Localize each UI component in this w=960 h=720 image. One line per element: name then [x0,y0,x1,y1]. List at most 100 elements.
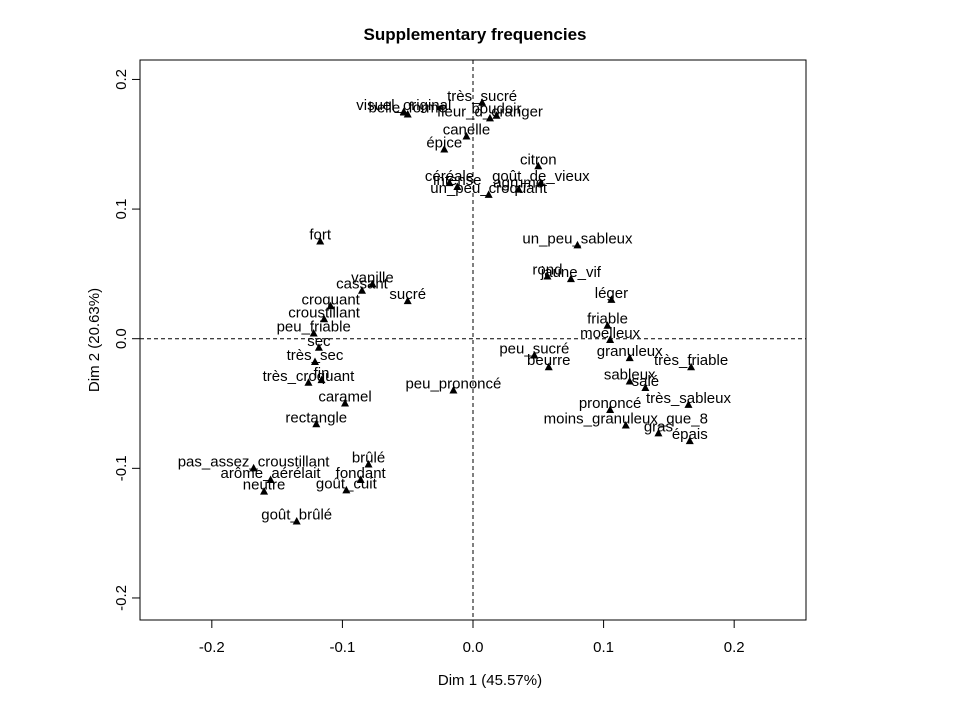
data-point [536,178,545,187]
point-label: peu_sucré [499,341,569,358]
data-point [314,343,323,351]
point-label: neutre [243,477,286,494]
data-point [304,378,313,386]
point-label: rectangle [285,409,347,426]
data-point [544,362,553,371]
data-point [445,178,454,187]
y-axis-label: Dim 2 (20.63%) [86,288,103,392]
point-label: canelle [443,121,491,138]
point-label: épais [672,426,708,443]
point-label: très_sableux [646,390,732,407]
y-axis-ticks: -0.2 -0.1 0.0 0.1 0.2 [113,69,140,611]
point-label: peu_friable [277,319,351,336]
point-label: un_peu_croquant [430,180,548,197]
data-point [543,271,552,280]
data-point [368,279,377,288]
data-point [484,190,493,198]
x-axis-label: Dim 1 (45.57%) [438,672,542,689]
data-point [316,236,325,245]
point-label: gras [644,418,673,435]
point-label: croquant [301,291,360,308]
data-point [573,240,582,249]
point-label: peu_prononcé [405,376,501,393]
point-label: salé [632,373,660,390]
data-point [654,428,663,437]
data-point [312,419,321,428]
x-tick-label: 0.2 [724,639,745,656]
point-label: très_sucré [447,88,517,105]
point-label: céréale [425,168,474,185]
data-point [266,475,275,483]
data-point [625,353,634,362]
data-point [310,357,319,366]
data-point [625,376,634,385]
data-point [684,400,693,408]
data-point [462,131,471,140]
data-point [317,375,326,384]
data-point [364,459,373,468]
data-point [292,516,301,525]
data-point [514,185,523,193]
data-point [606,405,615,413]
point-label: très_friable [654,352,728,369]
point-label: épice [426,134,462,151]
point-label: moins_granuleux_que_8 [544,411,708,428]
x-axis-ticks: -0.2 -0.1 0.0 0.1 0.2 [199,620,745,656]
point-label: fondant [336,465,387,482]
point-label: sec [307,333,331,350]
point-label: visuel_original [356,97,451,114]
x-tick-label: -0.2 [199,639,225,656]
y-tick-label: -0.1 [113,455,130,481]
point-label: croustillant [288,304,361,321]
data-point [358,286,366,294]
point-label: caramel [318,389,371,406]
point-label: brûlé [352,449,385,466]
data-point [685,436,694,445]
point-label: agrume [493,175,544,192]
data-point [320,314,329,323]
data-point [341,399,350,407]
data-point [449,386,458,394]
point-label: friable [587,311,628,328]
y-tick-label: 0.1 [113,199,130,220]
data-point [453,182,462,191]
point-label: fort [309,226,332,243]
reference-lines [140,60,806,620]
data-point [403,296,412,305]
data-point [326,301,335,310]
point-label: fin [314,365,330,382]
point-label: intense [433,172,481,189]
point-label: très_croquant [263,368,356,385]
point-label: goût_cuit [316,475,378,492]
point-label: un_peu_sableux [522,230,633,247]
data-point [356,475,365,483]
data-point [606,335,615,343]
point-label: moelleux [580,325,641,342]
data-point [309,329,318,337]
x-tick-label: -0.1 [329,639,355,656]
point-label: très_sec [287,347,344,364]
point-label: goût_de_vieux [492,168,590,185]
data-point [607,295,616,303]
point-label: vanille [351,269,394,286]
data-point [530,351,539,359]
point-label: fleur_d_oranger [437,103,543,120]
chart-title: Supplementary frequencies [364,25,587,44]
data-point [566,274,575,283]
x-tick-label: 0.1 [593,639,614,656]
point-label: beurre [527,352,570,369]
point-label: pas_assez_croustillant [178,453,331,470]
data-point [260,487,269,495]
y-tick-label: -0.2 [113,585,130,611]
point-label: sableux [604,366,656,383]
point-label: goût_brûlé [261,506,332,523]
point-label: léger [595,285,628,302]
point-label: prononcé [579,395,642,412]
point-label: jaune_vif [540,264,602,281]
y-tick-label: 0.2 [113,69,130,90]
point-label: cassant [336,276,389,293]
data-point [440,144,449,153]
point-label: citron [520,151,557,168]
